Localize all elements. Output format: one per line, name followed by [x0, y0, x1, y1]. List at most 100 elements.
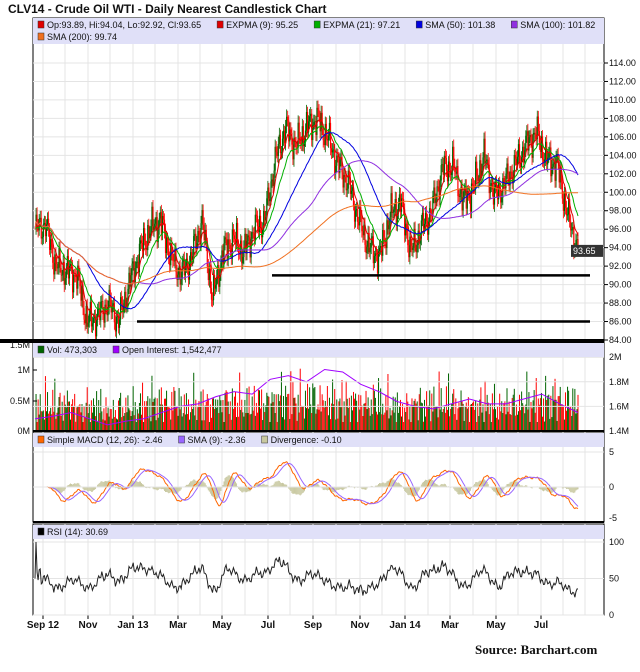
candlestick: [139, 240, 142, 244]
candlestick: [459, 193, 461, 197]
candlestick: [77, 265, 79, 289]
candlestick: [313, 122, 315, 126]
volume-tick-label: 0.5M: [10, 396, 30, 406]
candlestick: [98, 308, 100, 310]
candlestick: [503, 178, 505, 184]
candlestick: [282, 130, 285, 139]
candlestick: [242, 257, 244, 264]
candlestick: [57, 267, 59, 269]
candlestick: [455, 172, 457, 174]
candlestick: [164, 231, 167, 254]
candlestick: [547, 157, 549, 165]
candlestick: [228, 239, 230, 245]
candlestick: [528, 137, 530, 151]
candlestick: [389, 217, 391, 226]
price-tick-label: 94.00: [609, 243, 632, 253]
candlestick: [120, 297, 122, 320]
candlestick: [223, 243, 225, 265]
candlestick: [326, 139, 328, 141]
candlestick: [550, 147, 552, 177]
candlestick: [397, 204, 399, 215]
candlestick: [573, 226, 575, 252]
candlestick: [153, 226, 155, 230]
candlestick: [441, 164, 443, 166]
candlestick: [522, 146, 524, 158]
candlestick: [137, 261, 139, 273]
candlestick: [383, 230, 385, 237]
price-tick-label: 88.00: [609, 298, 632, 308]
candlestick: [476, 161, 478, 176]
candlestick: [532, 134, 534, 158]
candlestick: [335, 165, 337, 174]
candlestick: [128, 272, 130, 289]
candlestick: [334, 149, 336, 174]
candlestick: [104, 304, 106, 323]
candlestick: [291, 132, 293, 145]
candlestick: [466, 190, 468, 209]
candlestick: [319, 116, 321, 132]
candlestick: [197, 230, 199, 244]
candlestick: [496, 191, 499, 200]
candlestick: [472, 185, 475, 187]
candlestick: [147, 225, 149, 251]
x-tick-label: Sep 12: [27, 620, 60, 631]
candlestick: [438, 186, 440, 200]
candlestick: [314, 121, 316, 123]
candlestick: [552, 164, 554, 167]
candlestick: [56, 263, 58, 269]
rsi-tick-label: 100: [609, 537, 624, 547]
macd-tick-label: -5: [609, 513, 617, 523]
candlestick: [233, 235, 236, 240]
candlestick: [141, 242, 144, 252]
candlestick: [453, 146, 455, 166]
candlestick: [412, 247, 414, 250]
candlestick: [115, 317, 118, 332]
candlestick: [318, 109, 320, 117]
candlestick: [345, 176, 347, 191]
candlestick: [576, 239, 578, 240]
candlestick: [451, 171, 453, 175]
candlestick: [52, 247, 54, 263]
candlestick: [460, 186, 462, 194]
candlestick: [436, 186, 438, 200]
candlestick: [372, 236, 374, 264]
candlestick: [102, 300, 104, 314]
candlestick: [420, 220, 422, 239]
candlestick: [202, 210, 204, 225]
candlestick: [352, 187, 355, 206]
candlestick: [354, 210, 357, 222]
candlestick: [140, 240, 143, 243]
candlestick: [182, 258, 184, 263]
candlestick: [157, 227, 159, 243]
price-tick-label: 100.00: [609, 187, 637, 197]
candlestick: [230, 250, 232, 259]
candlestick: [365, 244, 367, 254]
legend-swatch: [261, 435, 268, 444]
candlestick: [81, 285, 83, 301]
volume-tick-label: 1.5M: [10, 340, 30, 350]
legend-swatch: [37, 20, 45, 29]
candlestick: [541, 136, 544, 160]
candlestick: [462, 197, 464, 211]
candlestick: [208, 269, 210, 281]
candlestick: [86, 305, 88, 327]
candlestick: [210, 288, 213, 300]
candlestick: [226, 239, 228, 260]
candlestick: [474, 186, 476, 189]
candlestick: [525, 135, 527, 151]
candlestick: [236, 222, 239, 246]
candlestick: [399, 194, 402, 212]
candlestick: [529, 135, 531, 138]
candlestick: [570, 221, 572, 231]
candlestick: [310, 113, 312, 117]
candlestick: [480, 160, 482, 177]
candlestick: [554, 162, 556, 181]
candlestick: [362, 231, 364, 236]
candlestick: [415, 244, 417, 253]
legend-label: EXPMA (21): 97.21: [323, 20, 400, 30]
candlestick: [203, 224, 205, 241]
candlestick: [58, 247, 60, 268]
candlestick: [382, 230, 384, 256]
candlestick: [430, 208, 432, 216]
candlestick: [536, 116, 538, 140]
